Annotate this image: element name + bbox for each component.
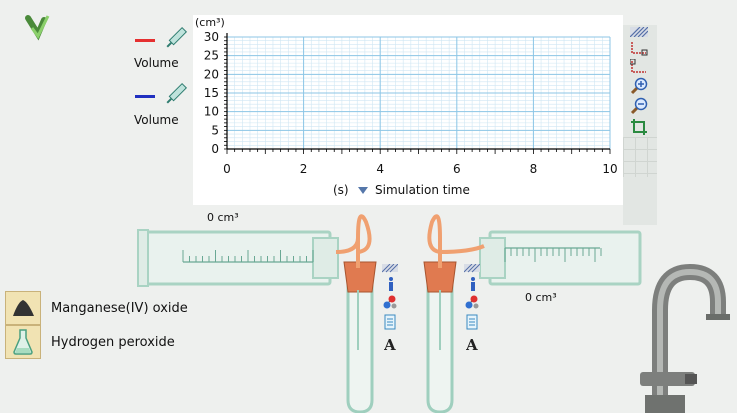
water-tap[interactable] (640, 263, 730, 413)
syringe-icon[interactable] (162, 82, 188, 108)
hatch-icon[interactable] (464, 264, 480, 280)
molecule-icon[interactable] (464, 294, 480, 310)
chemical-label[interactable]: Manganese(IV) oxide (51, 301, 188, 316)
y-tick-label: 15 (204, 86, 219, 100)
y-tick-label: 30 (204, 30, 219, 44)
right-tube-tools: A (464, 264, 482, 354)
y-tick-label: 0 (211, 142, 219, 156)
syringe-icon[interactable] (162, 26, 188, 52)
beaker-icon[interactable] (466, 314, 482, 330)
x-tick-label: 2 (300, 162, 308, 176)
x-tick-label: 10 (602, 162, 617, 176)
y-axis-unit: (cm³) (195, 16, 225, 29)
select-corner-icon[interactable] (630, 59, 648, 75)
flask-icon (13, 329, 33, 355)
left-test-tube[interactable] (346, 276, 374, 413)
legend-line-red (135, 39, 155, 42)
graph-plot[interactable]: 30 25 20 15 10 5 00 2 4 6 8 10 (193, 15, 623, 205)
y-tick-label: 20 (204, 67, 219, 81)
x-tick-label: 8 (530, 162, 538, 176)
left-stopper (343, 261, 377, 293)
x-axis-label: Simulation time (375, 183, 470, 197)
svg-text:A: A (466, 336, 478, 352)
hatch-icon[interactable] (382, 264, 398, 280)
y-tick-label: 5 (211, 123, 219, 137)
svg-text:A: A (384, 336, 396, 352)
beaker-icon[interactable] (384, 314, 400, 330)
info-icon[interactable] (467, 276, 483, 292)
chemical-manganese-oxide[interactable] (5, 291, 41, 325)
x-tick-label: 4 (376, 162, 384, 176)
chemical-hydrogen-peroxide[interactable] (5, 325, 41, 359)
graph-panel: (cm³) 30 25 20 15 10 5 0 0 2 4 6 8 10 (s) Simulation… (193, 15, 623, 205)
info-icon[interactable] (385, 276, 401, 292)
zoom-out-icon[interactable] (629, 97, 649, 115)
checkmark-logo-icon (25, 15, 50, 41)
x-axis-unit: (s) (333, 183, 349, 197)
toolbar-grid (623, 137, 657, 177)
graph-toolbar (623, 25, 657, 225)
x-tick-label: 0 (223, 162, 231, 176)
zoom-in-icon[interactable] (629, 77, 649, 95)
select-corner-icon[interactable] (630, 40, 648, 56)
chemical-label[interactable]: Hydrogen peroxide (51, 335, 175, 350)
text-label-icon[interactable]: A (384, 336, 400, 352)
app-logo[interactable] (22, 10, 54, 42)
powder-pile-icon (13, 300, 34, 316)
legend-label-volume: Volume (134, 113, 179, 127)
hatch-icon[interactable] (630, 27, 648, 37)
y-tick-label: 10 (204, 105, 219, 119)
legend: Volume Volume (128, 24, 193, 134)
molecule-icon[interactable] (382, 294, 398, 310)
y-tick-label: 25 (204, 49, 219, 63)
crop-icon[interactable] (630, 118, 648, 136)
legend-line-blue (135, 95, 155, 98)
right-syringe-volume: 0 cm³ (525, 291, 557, 304)
legend-label-volume: Volume (134, 56, 179, 70)
left-tube-tools: A (382, 264, 400, 354)
text-label-icon[interactable]: A (466, 336, 482, 352)
delivery-tubing (335, 214, 485, 268)
left-syringe[interactable] (137, 229, 339, 287)
right-syringe[interactable] (479, 230, 642, 286)
left-syringe-volume: 0 cm³ (207, 211, 239, 224)
x-tick-label: 6 (453, 162, 461, 176)
right-stopper (423, 261, 457, 293)
x-axis-dropdown-icon[interactable] (358, 187, 368, 195)
